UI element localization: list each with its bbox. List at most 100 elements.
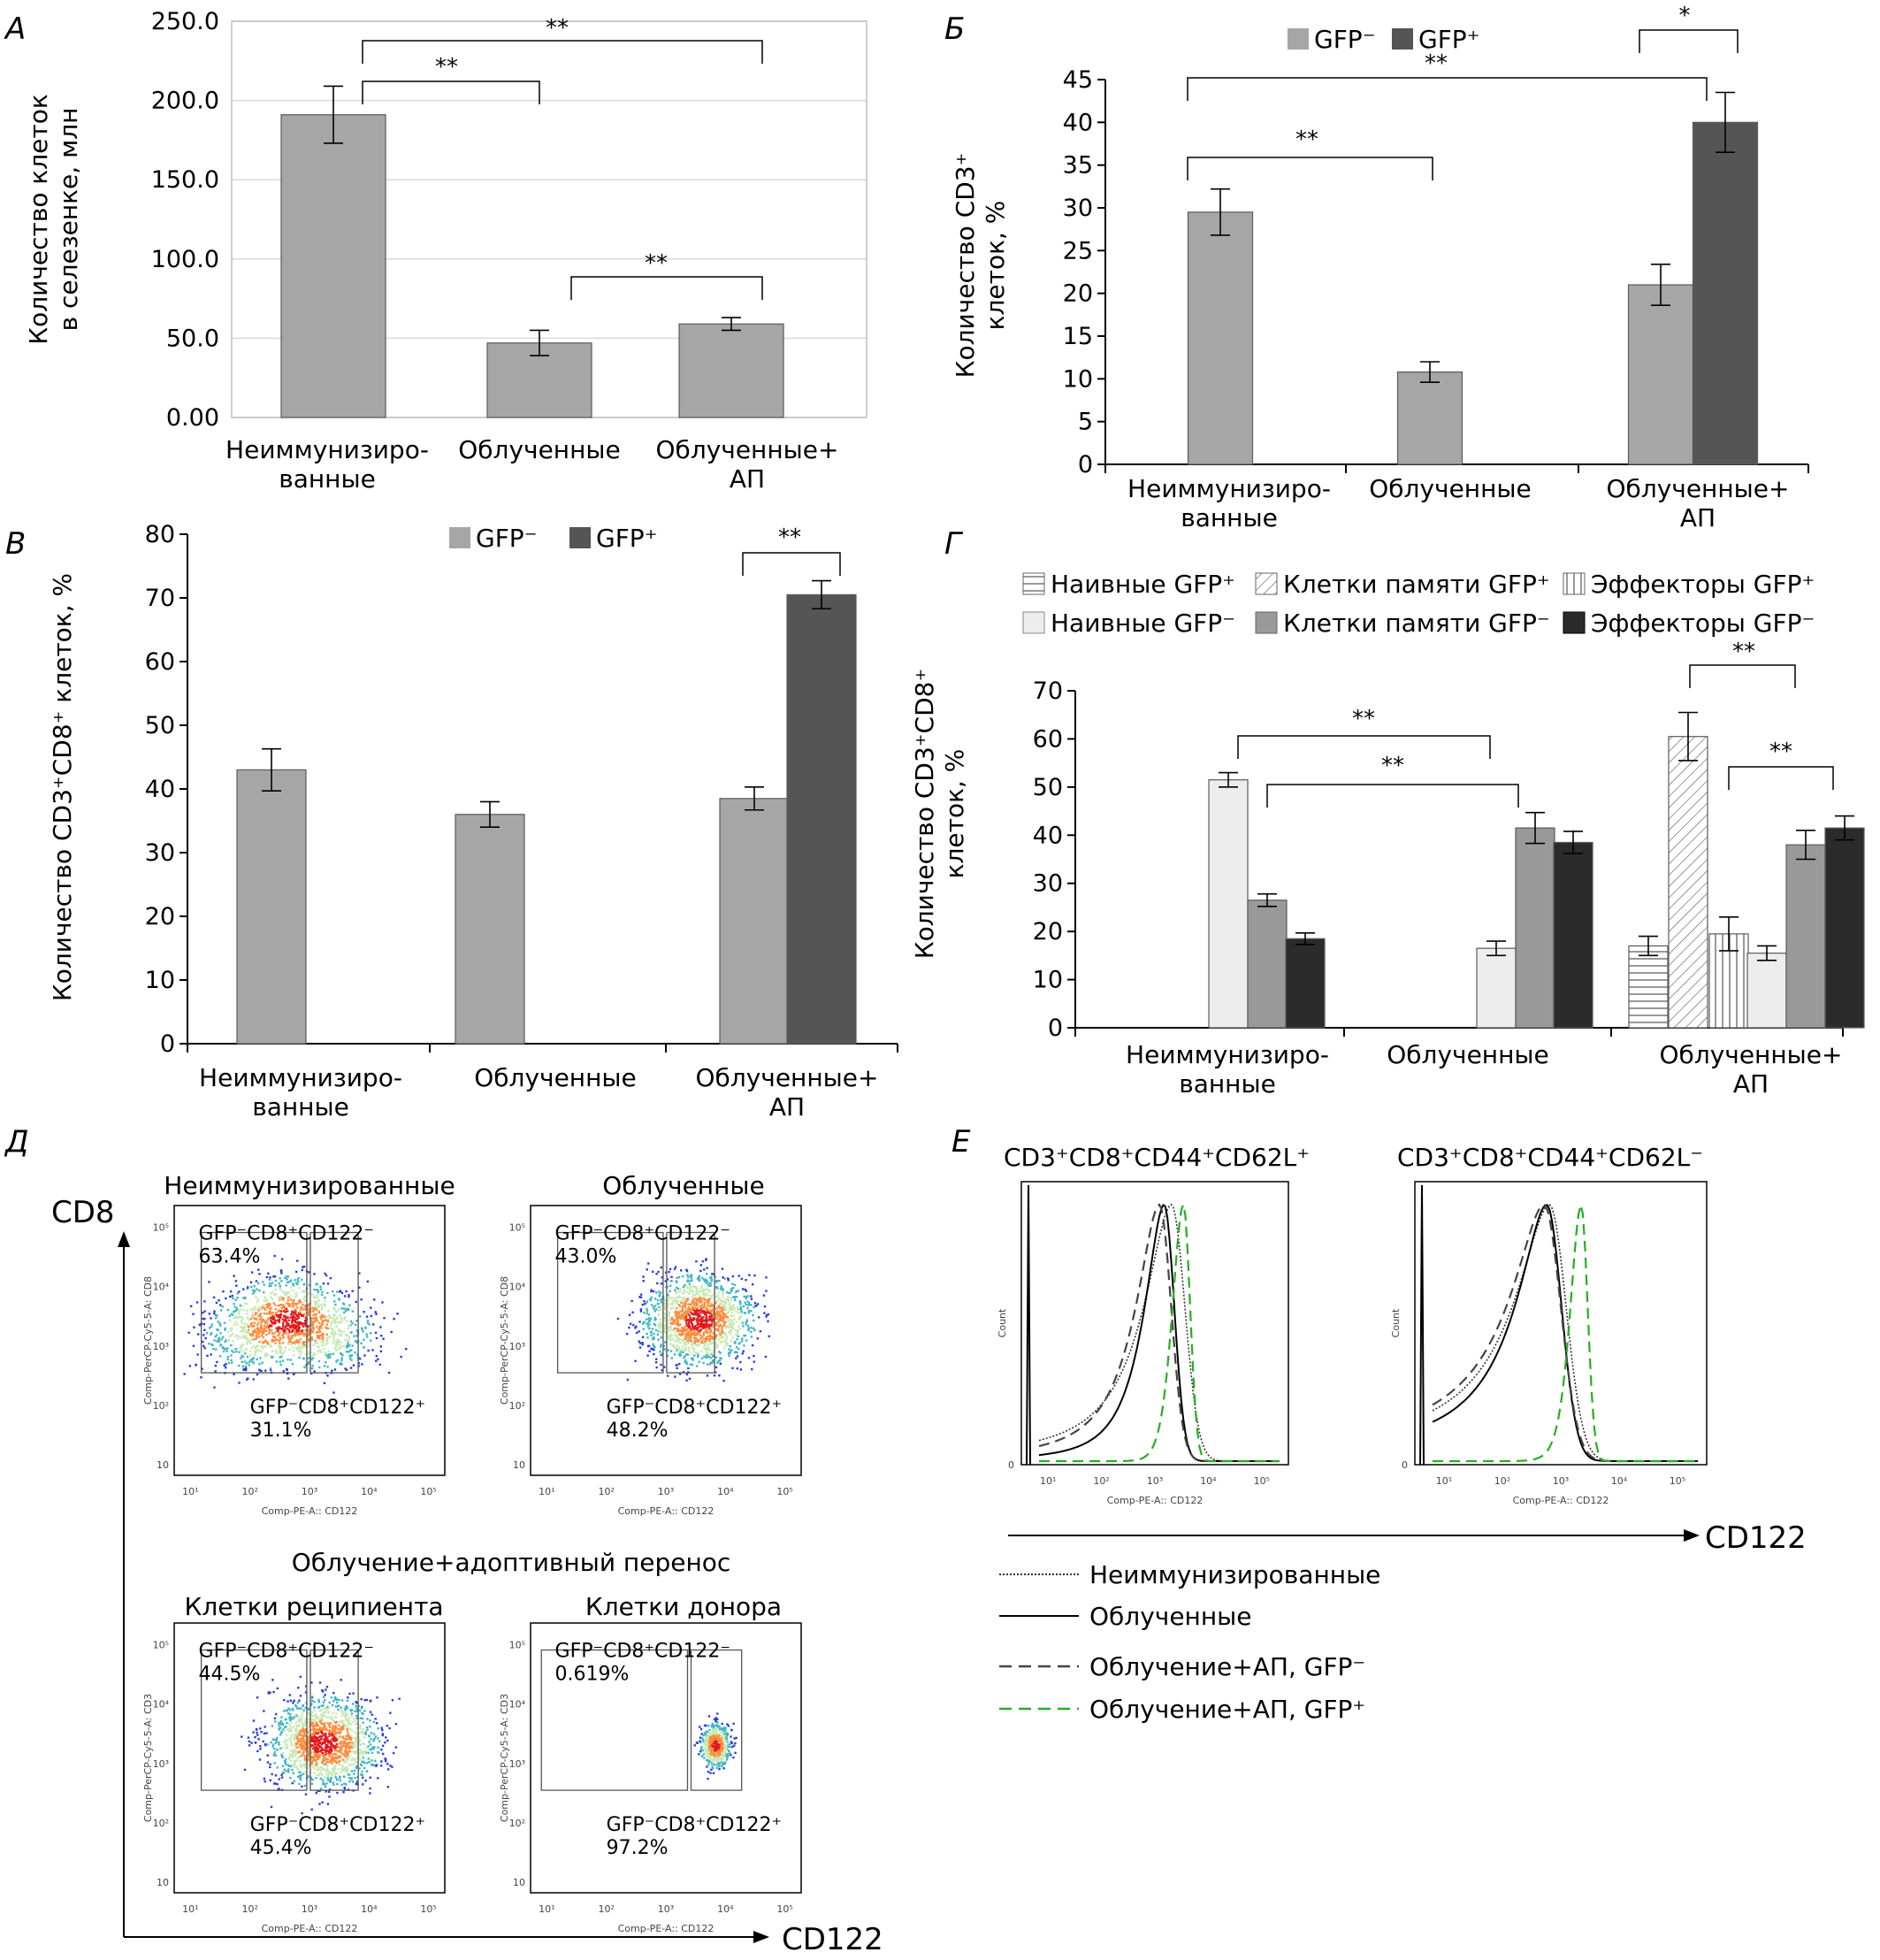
flow-dot (716, 1712, 719, 1715)
flow-dot (718, 1763, 722, 1765)
flow-dot (697, 1330, 699, 1334)
flow-dot (676, 1328, 680, 1331)
flow-dot (730, 1339, 732, 1343)
flow-dot (709, 1324, 712, 1328)
flow-dot (338, 1328, 340, 1331)
flow-dot (297, 1734, 301, 1736)
flow-dot (669, 1311, 671, 1314)
flow-dot (302, 1745, 304, 1748)
flow-dot (312, 1309, 315, 1313)
flow-dot (642, 1328, 645, 1330)
flow-dot (308, 1283, 311, 1287)
flow-dot (326, 1765, 329, 1767)
flow-dot (698, 1331, 700, 1335)
legend-swatch (1255, 572, 1278, 595)
flow-dot (305, 1343, 308, 1346)
x-tick-label: 10¹ (539, 1903, 554, 1915)
flow-dot (242, 1308, 245, 1312)
flow-dot (302, 1726, 305, 1728)
flow-dot (674, 1298, 677, 1301)
flow-dot (279, 1346, 282, 1350)
flow-dot (687, 1336, 690, 1340)
flow-dot (677, 1333, 681, 1336)
flow-dot (372, 1740, 375, 1742)
flow-dot (394, 1723, 398, 1726)
flow-dot (289, 1740, 293, 1742)
flow-dot (325, 1772, 328, 1776)
flow-dot (750, 1336, 753, 1338)
flow-dot (753, 1354, 755, 1358)
flow-dot (708, 1739, 711, 1742)
flow-dot (280, 1303, 283, 1306)
flow-dot (343, 1726, 347, 1728)
flow-dot (348, 1336, 351, 1340)
flow-dot (318, 1726, 322, 1729)
flow-dot (278, 1282, 280, 1285)
flow-dot (684, 1320, 687, 1322)
flow-dot (711, 1337, 715, 1341)
flow-dot (699, 1300, 701, 1304)
flow-dot (328, 1788, 332, 1791)
flow-dot (715, 1717, 717, 1719)
flow-dot (702, 1333, 706, 1336)
flow-dot (678, 1290, 682, 1293)
flow-dot (247, 1338, 249, 1341)
flow-dot (263, 1306, 266, 1310)
flow-dot (699, 1749, 703, 1751)
flow-dot (270, 1284, 272, 1287)
flow-dot (323, 1763, 325, 1765)
flow-dot (685, 1324, 689, 1327)
flow-dot (703, 1346, 706, 1350)
flow-dot (654, 1361, 658, 1364)
flow-dot (342, 1723, 345, 1726)
flow-dot (652, 1270, 654, 1274)
flow-dot (297, 1280, 300, 1283)
flow-dot (732, 1307, 736, 1310)
flow-dot (294, 1311, 297, 1313)
flow-dot (299, 1308, 302, 1311)
flow-dot (691, 1347, 694, 1350)
flow-dot (699, 1741, 702, 1744)
flow-dot (702, 1295, 706, 1298)
flow-dot (750, 1295, 753, 1298)
flow-dot (203, 1310, 206, 1313)
flow-dot (260, 1369, 263, 1373)
flow-dot (698, 1314, 700, 1317)
flow-dot (708, 1282, 711, 1284)
flow-dot (722, 1767, 725, 1770)
flow-dot (684, 1347, 687, 1351)
flow-dot (291, 1768, 294, 1772)
flow-dot (325, 1354, 328, 1357)
flow-dot (263, 1330, 265, 1333)
flow-dot (726, 1757, 729, 1759)
flow-dot (335, 1348, 338, 1351)
flow-dot (358, 1709, 362, 1712)
flow-dot (283, 1698, 286, 1702)
flow-dot (692, 1318, 695, 1321)
flow-dot (293, 1738, 295, 1741)
flow-dot (287, 1304, 290, 1306)
flow-dot (671, 1300, 674, 1303)
flow-dot (294, 1279, 296, 1282)
flow-dot (320, 1323, 324, 1326)
flow-dot (687, 1287, 690, 1290)
flow-dot (287, 1310, 289, 1313)
flow-dot (684, 1360, 686, 1364)
flow-dot (350, 1776, 353, 1780)
flow-dot (187, 1331, 190, 1334)
flow-dot (702, 1740, 705, 1743)
flow-dot (720, 1758, 722, 1762)
flow-dot (727, 1326, 730, 1328)
flow-dot (722, 1749, 726, 1753)
flow-dot (689, 1336, 692, 1338)
flow-dot (294, 1721, 297, 1724)
flow-dot (722, 1728, 724, 1732)
flow-dot (279, 1316, 282, 1320)
flow-dot (264, 1321, 267, 1325)
flow-dot (263, 1283, 265, 1286)
flow-dot (340, 1363, 343, 1366)
flow-dot (732, 1327, 735, 1329)
flow-dot (310, 1681, 313, 1684)
flow-dot (250, 1321, 253, 1325)
flow-dot (289, 1699, 293, 1702)
